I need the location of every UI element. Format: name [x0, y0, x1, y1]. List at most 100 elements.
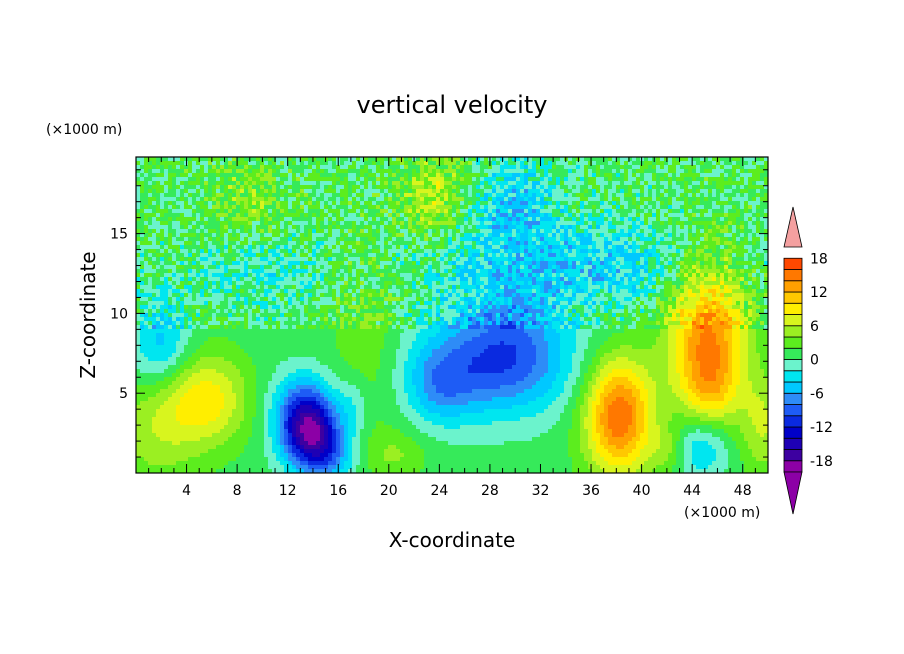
- contour-cell: [604, 217, 609, 222]
- contour-cell: [172, 277, 177, 282]
- contour-cell: [672, 213, 677, 218]
- contour-cell: [548, 233, 553, 238]
- contour-cell: [416, 229, 421, 234]
- contour-cell: [620, 189, 625, 194]
- contour-cell: [404, 173, 409, 178]
- contour-cell: [760, 173, 765, 178]
- contour-cell: [396, 177, 401, 182]
- contour-cell: [724, 221, 729, 226]
- contour-cell: [136, 241, 141, 246]
- contour-cell: [760, 233, 765, 238]
- contour-cell: [396, 197, 401, 202]
- contour-cell: [588, 157, 593, 162]
- contour-cell: [308, 165, 313, 170]
- contour-cell: [580, 225, 585, 230]
- contour-cell: [564, 217, 569, 222]
- contour-cell: [676, 157, 681, 162]
- contour-cell: [288, 277, 293, 282]
- contour-cell: [204, 269, 209, 274]
- contour-cell: [264, 225, 269, 230]
- contour-cell: [592, 177, 597, 182]
- contour-cell: [736, 273, 741, 278]
- contour-cell: [408, 181, 413, 186]
- contour-cell: [260, 177, 265, 182]
- contour-cell: [336, 173, 341, 178]
- contour-cell: [512, 265, 517, 270]
- contour-cell: [360, 181, 365, 186]
- contour-cell: [720, 241, 725, 246]
- contour-cell: [672, 269, 677, 274]
- contour-cell: [564, 257, 569, 262]
- contour-cell: [652, 237, 657, 242]
- contour-cell: [360, 165, 365, 170]
- contour-cell: [676, 273, 681, 278]
- contour-cell: [576, 165, 581, 170]
- contour-cell: [272, 281, 277, 286]
- contour-cell: [752, 229, 757, 234]
- contour-cell: [576, 225, 581, 230]
- contour-cell: [456, 205, 461, 210]
- contour-cell: [524, 261, 529, 266]
- contour-cell: [416, 249, 421, 254]
- contour-cell: [284, 213, 289, 218]
- contour-cell: [616, 249, 621, 254]
- contour-cell: [652, 177, 657, 182]
- contour-cell: [532, 185, 537, 190]
- contour-cell: [740, 213, 745, 218]
- contour-cell: [244, 169, 249, 174]
- contour-cell: [340, 273, 345, 278]
- contour-cell: [304, 273, 309, 278]
- contour-cell: [208, 201, 213, 206]
- contour-cell: [268, 173, 273, 178]
- contour-cell: [464, 209, 469, 214]
- contour-cell: [596, 177, 601, 182]
- contour-cell: [456, 245, 461, 250]
- contour-cell: [704, 217, 709, 222]
- contour-cell: [520, 185, 525, 190]
- contour-cell: [148, 241, 153, 246]
- contour-cell: [496, 181, 501, 186]
- contour-cell: [408, 209, 413, 214]
- contour-cell: [164, 161, 169, 166]
- contour-cell: [328, 225, 333, 230]
- contour-cell: [264, 237, 269, 242]
- contour-cell: [688, 277, 693, 282]
- contour-cell: [712, 237, 717, 242]
- contour-cell: [368, 265, 373, 270]
- contour-cell: [168, 245, 173, 250]
- contour-cell: [536, 221, 541, 226]
- contour-cell: [524, 193, 529, 198]
- contour-cell: [560, 189, 565, 194]
- contour-cell: [708, 177, 713, 182]
- contour-cell: [620, 233, 625, 238]
- contour-cell: [272, 221, 277, 226]
- contour-cell: [716, 233, 721, 238]
- contour-cell: [652, 249, 657, 254]
- contour-cell: [748, 173, 753, 178]
- contour-cell: [544, 277, 549, 282]
- contour-cell: [576, 261, 581, 266]
- contour-cell: [436, 241, 441, 246]
- contour-cell: [416, 257, 421, 262]
- contour-cell: [384, 261, 389, 266]
- contour-cell: [464, 197, 469, 202]
- contour-cell: [640, 257, 645, 262]
- contour-cell: [620, 261, 625, 266]
- contour-cell: [724, 277, 729, 282]
- contour-cell: [384, 229, 389, 234]
- contour-cell: [636, 249, 641, 254]
- contour-cell: [520, 177, 525, 182]
- contour-cell: [652, 257, 657, 262]
- contour-cell: [176, 225, 181, 230]
- contour-cell: [296, 233, 301, 238]
- contour-cell: [264, 193, 269, 198]
- contour-cell: [448, 273, 453, 278]
- contour-cell: [484, 257, 489, 262]
- contour-cell: [152, 181, 157, 186]
- contour-cell: [276, 273, 281, 278]
- contour-cell: [628, 273, 633, 278]
- contour-cell: [184, 193, 189, 198]
- contour-cell: [476, 169, 481, 174]
- contour-cell: [528, 157, 533, 162]
- contour-cell: [268, 201, 273, 206]
